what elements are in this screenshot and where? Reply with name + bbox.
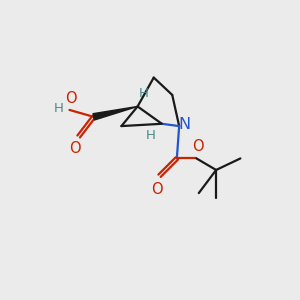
Text: H: H	[54, 102, 64, 115]
Polygon shape	[93, 106, 138, 120]
Text: O: O	[65, 91, 76, 106]
Text: O: O	[193, 139, 204, 154]
Text: O: O	[69, 141, 81, 156]
Text: O: O	[152, 182, 163, 196]
Text: H: H	[145, 129, 155, 142]
Text: H: H	[139, 87, 149, 100]
Text: N: N	[178, 117, 190, 132]
